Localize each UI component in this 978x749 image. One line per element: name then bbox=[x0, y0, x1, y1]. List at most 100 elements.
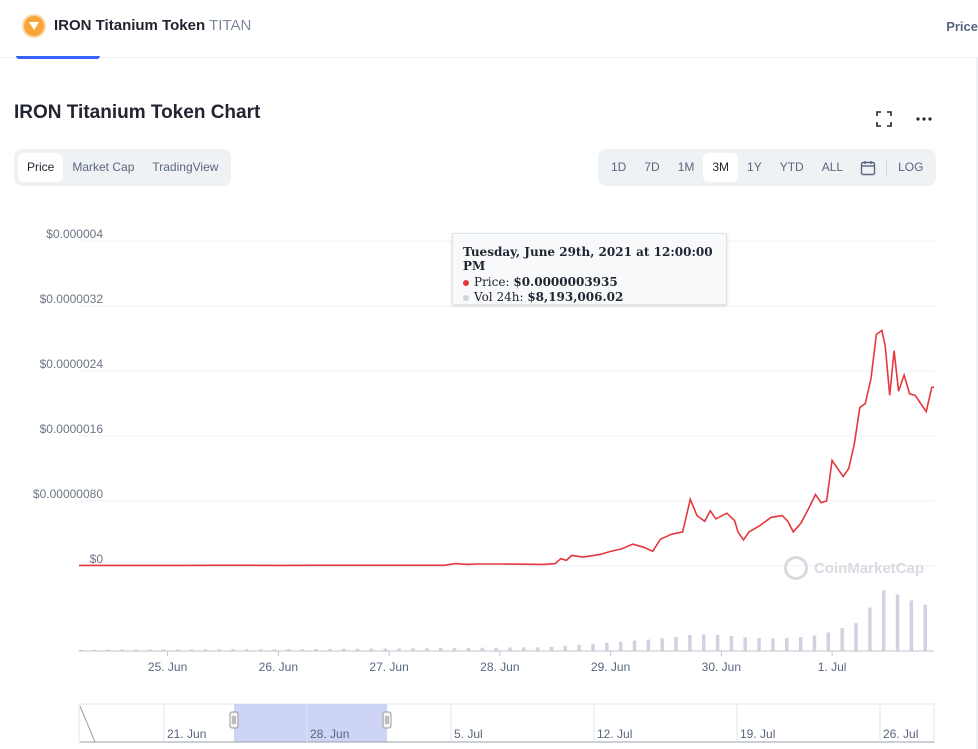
volume-bar bbox=[688, 635, 692, 651]
navigator-frame bbox=[78, 703, 935, 743]
x-tick-label: 30. Jun bbox=[702, 660, 741, 674]
volume-bar bbox=[701, 634, 706, 651]
volume-bar bbox=[868, 607, 872, 651]
tooltip-volume-value: $8,193,006.02 bbox=[527, 290, 624, 304]
volume-bar bbox=[895, 594, 900, 651]
tooltip-volume-row: Vol 24h: $8,193,006.02 bbox=[463, 290, 716, 305]
volume-bar bbox=[729, 636, 734, 651]
volume-bar bbox=[480, 647, 484, 651]
volume-bar bbox=[771, 638, 775, 651]
volume-bar bbox=[743, 637, 748, 651]
volume-bar bbox=[217, 649, 221, 651]
iron-titanium-logo-icon bbox=[22, 14, 46, 38]
volume-bar bbox=[646, 639, 651, 651]
volume-bar bbox=[715, 634, 720, 651]
volume-bar bbox=[258, 649, 263, 651]
range-all[interactable]: ALL bbox=[821, 160, 844, 174]
token-name: IRON Titanium Token bbox=[54, 17, 206, 34]
range-3m[interactable]: 3M bbox=[703, 153, 739, 182]
volume-bar bbox=[674, 636, 678, 651]
volume-bar bbox=[466, 647, 471, 651]
volume-bar bbox=[757, 637, 761, 651]
volume-bar bbox=[79, 649, 83, 651]
volume-bar bbox=[508, 647, 512, 651]
volume-bar bbox=[106, 649, 111, 651]
volume-bar bbox=[563, 645, 568, 651]
volume-bar bbox=[840, 628, 844, 651]
token-symbol: TITAN bbox=[209, 17, 252, 34]
tooltip-price-value: $0.0000003935 bbox=[513, 275, 618, 289]
coinmarketcap-watermark: CoinMarketCap bbox=[784, 556, 924, 580]
tab-tradingview[interactable]: TradingView bbox=[152, 160, 219, 174]
more-icon[interactable] bbox=[914, 111, 934, 127]
volume-bar bbox=[175, 649, 180, 651]
volume-bar bbox=[314, 649, 318, 651]
x-tick-label: 26. Jun bbox=[259, 660, 298, 674]
range-ytd[interactable]: YTD bbox=[779, 160, 804, 174]
x-tick-label: 27. Jun bbox=[369, 660, 408, 674]
volume-bar bbox=[452, 647, 457, 651]
navigator-tick-label: 28. Jun bbox=[310, 727, 349, 741]
watermark-text: CoinMarketCap bbox=[814, 559, 925, 577]
volume-bar bbox=[397, 648, 401, 651]
y-tick-label: $0.00000080 bbox=[33, 487, 103, 501]
range-1m[interactable]: 1M bbox=[677, 160, 695, 174]
tooltip-volume-dot bbox=[463, 294, 469, 301]
navigator-series bbox=[79, 705, 96, 743]
fullscreen-icon[interactable] bbox=[876, 111, 892, 127]
volume-bar bbox=[909, 600, 914, 651]
volume-bar bbox=[272, 649, 277, 651]
volume-bar bbox=[286, 649, 291, 651]
volume-bar bbox=[494, 647, 498, 651]
volume-bar bbox=[549, 646, 554, 651]
x-tick-label: 1. Jul bbox=[818, 660, 847, 674]
range-1y[interactable]: 1Y bbox=[747, 160, 762, 174]
tooltip-price-label: Price: bbox=[474, 275, 510, 289]
y-tick-label: $0.000004 bbox=[46, 227, 103, 241]
volume-bar bbox=[618, 641, 623, 651]
volume-bar bbox=[383, 648, 388, 651]
volume-bar bbox=[328, 648, 332, 651]
x-tick-label: 29. Jun bbox=[591, 660, 630, 674]
volume-bar bbox=[189, 649, 194, 651]
price-nav-link[interactable]: Price bbox=[946, 19, 978, 34]
navigator-handle[interactable] bbox=[229, 711, 239, 729]
volume-bar bbox=[355, 648, 360, 651]
volume-bar bbox=[162, 649, 166, 651]
active-tab-indicator bbox=[16, 56, 100, 59]
tab-market-cap[interactable]: Market Cap bbox=[72, 160, 135, 174]
range-7d[interactable]: 7D bbox=[644, 160, 660, 174]
volume-bar bbox=[798, 636, 803, 651]
navigator-tick-label: 21. Jun bbox=[167, 727, 206, 741]
navigator-tick-label: 19. Jul bbox=[740, 727, 775, 741]
volume-bar bbox=[134, 649, 138, 651]
range-tabs: 1D 7D 1M 3M 1Y YTD ALL LOG bbox=[598, 149, 937, 186]
scrollbar[interactable] bbox=[976, 58, 978, 749]
navigator-handle[interactable] bbox=[382, 711, 392, 729]
volume-bar bbox=[535, 647, 540, 651]
tooltip-date: Tuesday, June 29th, 2021 at 12:00:00 PM bbox=[463, 245, 713, 273]
range-1d[interactable]: 1D bbox=[611, 160, 627, 174]
calendar-icon[interactable] bbox=[860, 160, 876, 176]
volume-bar bbox=[92, 649, 97, 651]
volume-bar bbox=[785, 637, 789, 651]
chart-tooltip: Tuesday, June 29th, 2021 at 12:00:00 PM … bbox=[452, 233, 727, 305]
coinmarketcap-logo-icon bbox=[784, 556, 808, 580]
volume-bar bbox=[438, 648, 443, 651]
x-tick-label: 25. Jun bbox=[148, 660, 187, 674]
navigator-tick-label: 12. Jul bbox=[597, 727, 632, 741]
navigator-window[interactable] bbox=[234, 704, 387, 742]
y-tick-label: $0.0000016 bbox=[40, 422, 104, 436]
x-tick-label: 28. Jun bbox=[480, 660, 519, 674]
tooltip-price-row: Price: $0.0000003935 bbox=[463, 275, 716, 290]
y-tick-label: $0.0000032 bbox=[40, 292, 104, 306]
volume-bar bbox=[591, 643, 595, 651]
log-toggle[interactable]: LOG bbox=[898, 160, 924, 174]
navigator[interactable]: 21. Jun 28. Jun 5. Jul 12. Jul 19. Jul 26. Ju… bbox=[78, 703, 935, 743]
tab-price[interactable]: Price bbox=[18, 153, 64, 182]
token-title: IRON Titanium Token TITAN bbox=[54, 17, 251, 34]
volume-bar bbox=[522, 647, 526, 651]
volume-bar bbox=[660, 638, 664, 651]
volume-bar bbox=[632, 640, 637, 651]
